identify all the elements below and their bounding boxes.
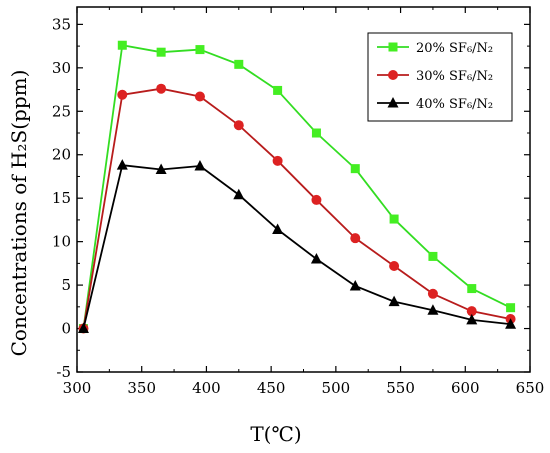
legend-item-2: 30% SF₆/N₂ (377, 69, 493, 84)
data-point (428, 251, 438, 261)
data-point (194, 160, 206, 171)
y-tick-label: 10 (52, 233, 71, 251)
data-point (234, 59, 244, 69)
x-tick-label: 350 (127, 379, 156, 397)
y-tick-label: 20 (52, 146, 71, 164)
data-point (273, 85, 283, 95)
data-point (350, 164, 360, 174)
series-line (82, 164, 511, 329)
data-point (194, 91, 205, 102)
data-point (311, 128, 321, 138)
data-point (195, 45, 205, 55)
data-point (350, 233, 361, 244)
y-tick-label: 5 (61, 276, 71, 294)
data-point (77, 322, 89, 334)
data-point (349, 279, 361, 291)
data-point (466, 313, 478, 325)
data-point (311, 194, 322, 205)
data-point (156, 83, 167, 94)
series-line (82, 87, 511, 329)
data-point (116, 159, 128, 170)
data-point (117, 89, 128, 100)
data-point (155, 163, 167, 175)
y-tick-label: -5 (56, 363, 71, 381)
data-point (310, 253, 322, 264)
legend-label: 30% SF₆/N₂ (416, 69, 493, 84)
data-point (117, 40, 127, 50)
data-point (388, 295, 400, 307)
x-tick-label: 600 (451, 379, 480, 397)
series-layer (77, 40, 517, 334)
data-point (467, 284, 477, 294)
series-2 (78, 83, 516, 334)
legend-item-1: 20% SF₆/N₂ (377, 41, 493, 56)
y-tick-label: 0 (61, 320, 71, 338)
y-tick-label: 15 (52, 189, 71, 207)
ticks-layer: 300 350 400 450 500 550 600 650 -5 0 5 10 15 20 25 30 35 (52, 7, 544, 397)
x-tick-label: 550 (386, 379, 415, 397)
data-point (272, 155, 283, 166)
y-tick-label: 25 (52, 102, 71, 120)
legend-label: 40% SF₆/N₂ (416, 97, 493, 112)
legend-item-3: 40% SF₆/N₂ (377, 97, 493, 112)
data-point (389, 214, 399, 224)
data-point (272, 223, 284, 234)
data-point (427, 288, 438, 299)
plot-frame (76, 6, 531, 373)
data-point (233, 120, 244, 131)
data-point (389, 260, 400, 271)
data-point (233, 188, 245, 200)
data-point (156, 47, 166, 57)
data-point (466, 306, 477, 317)
series-3 (77, 159, 517, 334)
data-point (505, 318, 517, 329)
y-axis-title: Concentrations of H₂S(ppm) (7, 70, 31, 357)
x-tick-label: 400 (192, 379, 221, 397)
legend-marker (388, 70, 398, 80)
series-line (82, 44, 511, 329)
y-tick-label: 35 (52, 15, 71, 33)
legend-marker (388, 42, 398, 52)
x-tick-label: 500 (322, 379, 351, 397)
x-axis-title: T(℃) (250, 422, 301, 446)
legend-label: 20% SF₆/N₂ (416, 41, 493, 56)
data-point (506, 303, 516, 313)
x-tick-label: 650 (516, 379, 545, 397)
x-tick-label: 450 (257, 379, 286, 397)
y-tick-label: 30 (52, 59, 71, 77)
x-tick-label: 300 (63, 379, 92, 397)
data-point (427, 304, 439, 315)
legend: 20% SF₆/N₂ 30% SF₆/N₂ 40% SF₆/N₂ (367, 32, 513, 122)
legend-marker (387, 97, 399, 108)
